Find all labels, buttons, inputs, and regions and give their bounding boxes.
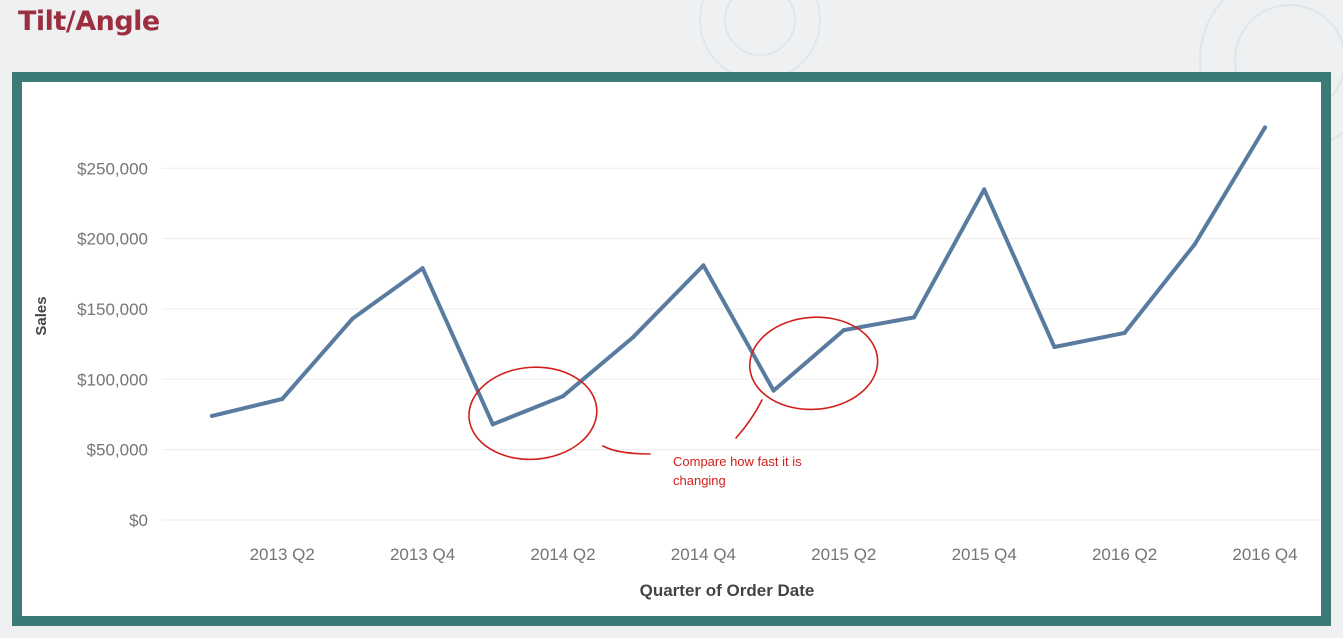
y-tick-label: $200,000: [77, 230, 148, 249]
x-tick-label: 2016 Q4: [1232, 545, 1297, 564]
x-tick-label: 2014 Q4: [671, 545, 736, 564]
data-point: [701, 263, 706, 268]
x-tick-label: 2014 Q2: [530, 545, 595, 564]
x-tick-label: 2013 Q4: [390, 545, 455, 564]
sales-line: [210, 125, 1267, 427]
y-tick-label: $50,000: [87, 441, 148, 460]
x-tick-label: 2015 Q2: [811, 545, 876, 564]
data-point: [1052, 344, 1057, 349]
y-tick-label: $0: [129, 511, 148, 530]
x-tick-label: 2013 Q2: [250, 545, 315, 564]
annotation-pointer: [602, 445, 651, 455]
data-point: [280, 397, 285, 402]
data-point: [561, 394, 565, 399]
data-point: [1122, 330, 1127, 335]
chart-area: $0 $50,000 $100,000 $150,000 $200,000 $250,00…: [22, 82, 1321, 616]
data-point: [982, 187, 987, 192]
line-chart: $0 $50,000 $100,000 $150,000 $200,000 $250,00…: [33, 125, 1321, 600]
data-point: [631, 335, 636, 340]
slide-title: Tilt/Angle: [18, 6, 160, 37]
annotation-pointer: [735, 399, 763, 439]
y-tick-label: $150,000: [77, 300, 148, 319]
data-point: [1263, 125, 1267, 130]
annotation-text: Compare how fast it is changing: [673, 454, 802, 488]
highlight-circle: [748, 316, 879, 411]
x-tick-label: 2016 Q2: [1092, 545, 1157, 564]
x-axis-label: Quarter of Order Date: [640, 581, 815, 600]
data-point: [1192, 242, 1197, 247]
data-point: [350, 316, 355, 321]
highlight-circle: [468, 366, 598, 461]
data-point: [841, 328, 846, 333]
y-tick-label: $250,000: [77, 159, 148, 178]
data-point: [912, 315, 916, 320]
data-point: [490, 422, 495, 427]
chart-frame: $0 $50,000 $100,000 $150,000 $200,000 $250,00…: [12, 72, 1331, 626]
y-tick-label: $100,000: [77, 370, 148, 389]
data-point: [771, 388, 776, 393]
y-axis-label: Sales: [33, 296, 50, 335]
data-point: [210, 413, 214, 418]
x-tick-label: 2015 Q4: [952, 545, 1017, 564]
data-point: [420, 266, 425, 271]
